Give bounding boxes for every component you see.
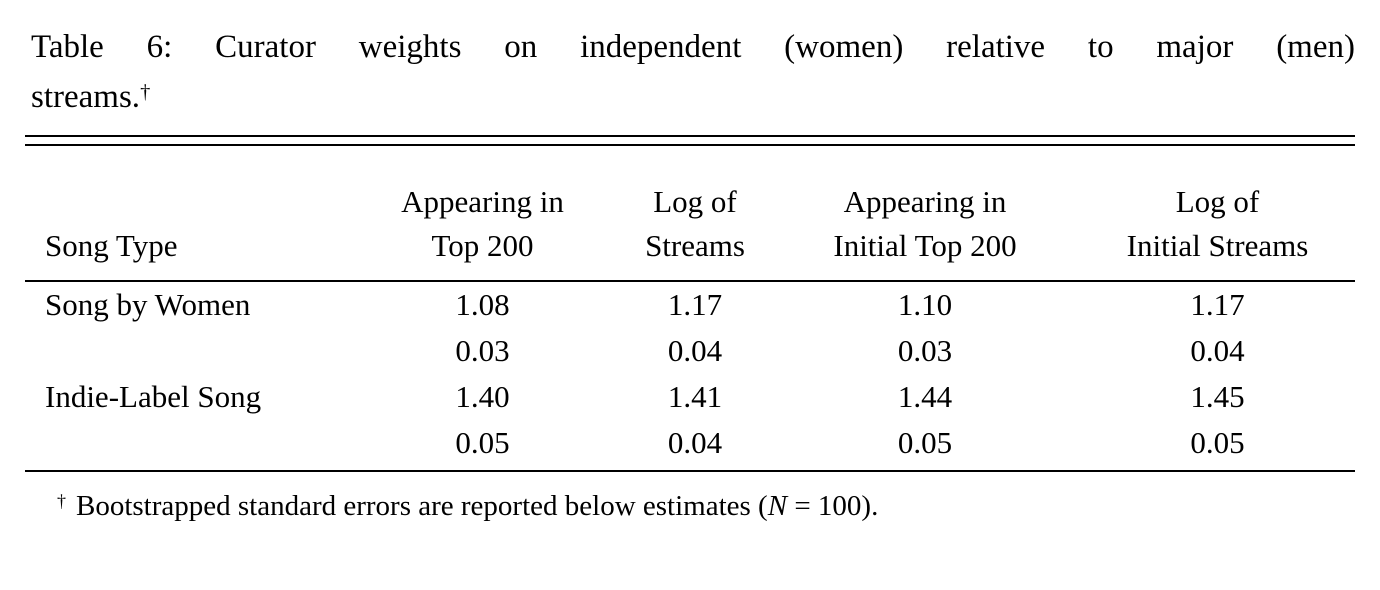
header-log-initial-streams-line2: Initial Streams xyxy=(1080,224,1355,282)
table-header: Appearing in Log of Appearing in Log of … xyxy=(25,146,1355,282)
table-row-indie-label-song-estimates: Indie-Label Song 1.40 1.41 1.44 1.45 xyxy=(25,374,1355,420)
header-row-bottom: Song Type Top 200 Streams Initial Top 20… xyxy=(25,224,1355,282)
estimate-cell: 1.40 xyxy=(455,379,510,414)
header-songtype: Song Type xyxy=(25,224,345,282)
footnote-dagger-mark: † xyxy=(57,491,66,511)
estimate-cell: 1.08 xyxy=(455,287,510,322)
row-label xyxy=(25,328,345,374)
caption-dagger-mark: † xyxy=(140,81,151,103)
standard-error-cell: 0.03 xyxy=(897,333,953,368)
table-row-indie-label-song-standard-errors: 0.05 0.04 0.05 0.05 xyxy=(25,420,1355,472)
table-footnote: † Bootstrapped standard errors are report… xyxy=(25,488,1355,524)
caption-line-2: streams.† xyxy=(31,72,1355,122)
row-label: Indie-Label Song xyxy=(45,379,262,414)
estimate-cell: 1.45 xyxy=(1190,379,1245,414)
table-row-song-by-women-standard-errors: 0.03 0.04 0.03 0.04 xyxy=(25,328,1355,374)
standard-error-cell: 0.05 xyxy=(345,420,620,472)
header-log-initial-streams-line1: Log of xyxy=(1175,184,1260,219)
standard-error-cell: 0.05 xyxy=(770,420,1080,472)
header-songtype-top xyxy=(25,146,345,224)
top-double-rule xyxy=(25,135,1355,146)
estimate-cell: 1.44 xyxy=(897,379,953,414)
footnote-text: Bootstrapped standard errors are reporte… xyxy=(75,490,768,522)
estimate-cell: 1.41 xyxy=(667,379,723,414)
table-body: Song by Women 1.08 1.17 1.10 1.17 0.03 0… xyxy=(25,281,1355,472)
row-label xyxy=(25,420,345,472)
footnote-n-symbol: N xyxy=(767,490,788,522)
header-log-streams-line2: Streams xyxy=(620,224,770,282)
results-table: Appearing in Log of Appearing in Log of … xyxy=(25,146,1355,472)
standard-error-cell: 0.04 xyxy=(620,420,770,472)
caption-line-1: Table 6: Curator weights on independent … xyxy=(31,29,1355,65)
header-appearing-top200-line2: Top 200 xyxy=(345,224,620,282)
header-appearing-initial-top200-line2: Initial Top 200 xyxy=(770,224,1080,282)
estimate-cell: 1.17 xyxy=(667,287,723,322)
standard-error-cell: 0.04 xyxy=(1190,333,1245,368)
header-row-top: Appearing in Log of Appearing in Log of xyxy=(25,146,1355,224)
standard-error-cell: 0.03 xyxy=(455,333,510,368)
footnote-text-end: = 100). xyxy=(787,490,879,522)
header-appearing-top200-line1: Appearing in xyxy=(401,184,564,219)
standard-error-cell: 0.05 xyxy=(1080,420,1355,472)
standard-error-cell: 0.04 xyxy=(667,333,723,368)
header-appearing-initial-top200-line1: Appearing in xyxy=(843,184,1007,219)
table-row-song-by-women-estimates: Song by Women 1.08 1.17 1.10 1.17 xyxy=(25,281,1355,328)
table-caption: Table 6: Curator weights on independent … xyxy=(31,22,1355,122)
row-label: Song by Women xyxy=(45,287,251,322)
header-log-streams-line1: Log of xyxy=(653,184,737,219)
estimate-cell: 1.10 xyxy=(897,287,953,322)
caption-line-2-text: streams. xyxy=(31,79,141,115)
estimate-cell: 1.17 xyxy=(1190,287,1245,322)
